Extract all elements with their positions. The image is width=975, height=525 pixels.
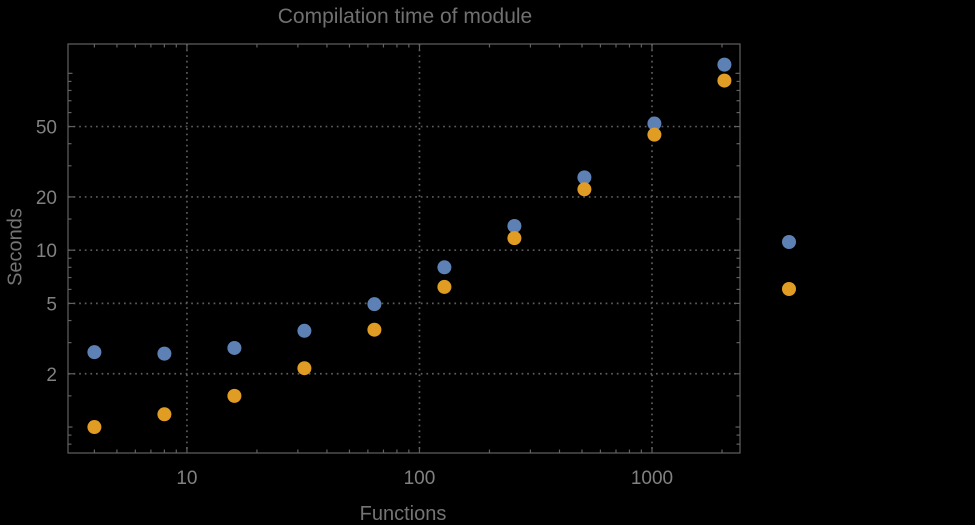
legend-marker-0 bbox=[782, 235, 796, 249]
plot-frame bbox=[67, 43, 741, 454]
data-point-series-1 bbox=[437, 279, 452, 294]
y-tick-label: 5 bbox=[46, 294, 57, 315]
legend-marker-1 bbox=[782, 282, 796, 296]
data-point-series-0 bbox=[717, 57, 732, 72]
data-point-series-1 bbox=[717, 73, 732, 88]
data-point-series-1 bbox=[157, 407, 172, 422]
data-point-series-0 bbox=[647, 116, 662, 131]
data-point-series-1 bbox=[577, 182, 592, 197]
x-tick-label: 100 bbox=[404, 468, 436, 489]
data-point-series-1 bbox=[507, 231, 522, 246]
data-point-series-0 bbox=[367, 297, 382, 312]
data-point-series-0 bbox=[157, 346, 172, 361]
y-tick-label: 20 bbox=[36, 188, 57, 209]
data-point-series-0 bbox=[297, 323, 312, 338]
data-point-series-1 bbox=[297, 361, 312, 376]
data-point-series-0 bbox=[87, 345, 102, 360]
data-point-series-0 bbox=[437, 260, 452, 275]
y-tick-label: 10 bbox=[36, 241, 57, 262]
x-axis-label: Functions bbox=[359, 503, 447, 525]
data-point-series-0 bbox=[227, 340, 242, 355]
data-point-series-0 bbox=[507, 218, 522, 233]
x-tick-label: 1000 bbox=[631, 468, 673, 489]
x-tick-label: 10 bbox=[176, 468, 197, 489]
chart-title: Compilation time of module bbox=[277, 5, 533, 28]
data-point-series-1 bbox=[367, 322, 382, 337]
data-point-series-1 bbox=[227, 388, 242, 403]
y-tick-label: 50 bbox=[36, 118, 57, 139]
data-point-series-1 bbox=[87, 420, 102, 435]
y-tick-label: 2 bbox=[46, 365, 57, 386]
data-point-series-0 bbox=[577, 170, 592, 185]
data-point-series-1 bbox=[647, 127, 662, 142]
